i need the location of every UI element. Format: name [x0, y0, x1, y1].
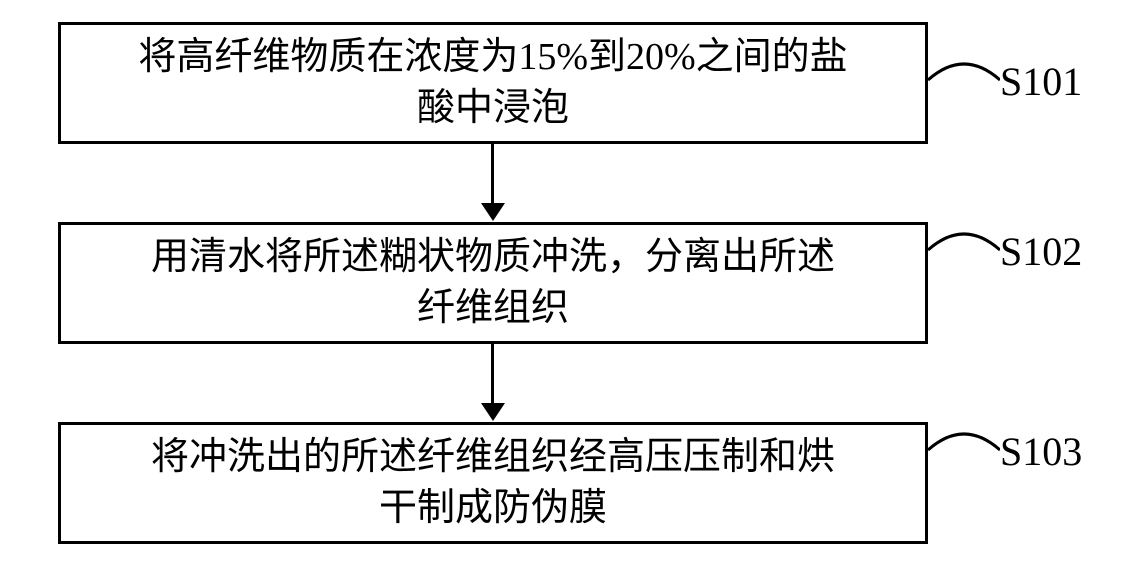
arrow-head-s102-s103 [481, 403, 505, 421]
step-text-s102: 用清水将所述糊状物质冲洗，分离出所述 纤维组织 [151, 232, 835, 335]
step-text-s103: 将冲洗出的所述纤维组织经高压压制和烘 干制成防伪膜 [151, 432, 835, 535]
arrow-s102-s103 [491, 344, 494, 404]
connector-curve-s103 [928, 426, 1000, 474]
connector-curve-s101 [928, 56, 1000, 104]
step-box-s103: 将冲洗出的所述纤维组织经高压压制和烘 干制成防伪膜 [58, 422, 928, 544]
arrow-s101-s102 [491, 144, 494, 204]
step-label-s101: S101 [1000, 58, 1082, 105]
step-box-s101: 将高纤维物质在浓度为15%到20%之间的盐 酸中浸泡 [58, 22, 928, 144]
step-label-s103: S103 [1000, 428, 1082, 475]
step-box-s102: 用清水将所述糊状物质冲洗，分离出所述 纤维组织 [58, 222, 928, 344]
connector-curve-s102 [928, 226, 1000, 274]
step-text-s101: 将高纤维物质在浓度为15%到20%之间的盐 酸中浸泡 [138, 32, 847, 135]
flowchart-container: 将高纤维物质在浓度为15%到20%之间的盐 酸中浸泡 S101 用清水将所述糊状… [0, 0, 1137, 575]
arrow-head-s101-s102 [481, 203, 505, 221]
step-label-s102: S102 [1000, 228, 1082, 275]
